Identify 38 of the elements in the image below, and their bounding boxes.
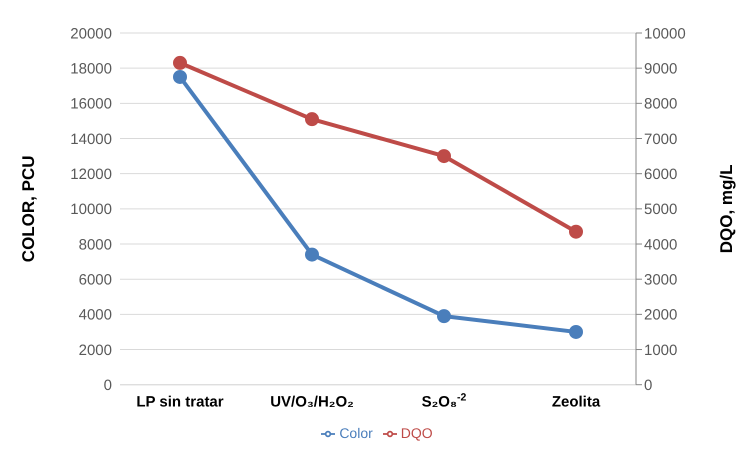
point <box>173 70 187 84</box>
y2-tick-label: 3000 <box>644 272 678 289</box>
y2-tick-label: 2000 <box>644 306 678 324</box>
point <box>305 112 319 126</box>
x-tick-label: LP sin tratar <box>136 394 224 411</box>
y-tick-label: 20000 <box>70 25 112 42</box>
y2-tick-label: 9000 <box>644 60 678 78</box>
y-tick-label: 16000 <box>70 96 112 113</box>
point <box>569 324 583 339</box>
y2-tick-label: 0 <box>644 377 652 394</box>
legend-label: DQO <box>400 424 433 441</box>
point <box>173 56 187 70</box>
x-tick-label: UV/O₃/H₂O₂ <box>270 394 354 411</box>
y2-axis-title: DQO, mg/L <box>717 164 736 254</box>
y2-tick-label: 5000 <box>644 201 678 218</box>
y-tick-label: 14000 <box>70 130 112 148</box>
y-tick-label: 8000 <box>78 236 112 254</box>
x-tick-label: S₂O₈$^{-2}$ <box>422 392 467 411</box>
y2-tick-label: 10000 <box>644 25 686 42</box>
y2-tick-label: 4000 <box>644 236 678 254</box>
y-tick-label: 2000 <box>78 342 112 359</box>
point <box>437 149 451 164</box>
point <box>305 248 319 262</box>
point <box>569 224 583 239</box>
y-tick-label: 12000 <box>70 166 112 184</box>
legend-label: Color <box>339 424 373 441</box>
y-tick-label: 6000 <box>78 272 112 289</box>
y-tick-label: 4000 <box>78 306 112 324</box>
y-tick-label: 18000 <box>70 60 112 78</box>
x-tick-label: Zeolita <box>552 394 601 411</box>
y-tick-label: 0 <box>104 377 112 394</box>
y2-tick-label: 1000 <box>644 342 678 359</box>
y2-tick-label: 6000 <box>644 166 678 184</box>
point <box>437 309 451 324</box>
y-tick-label: 10000 <box>70 201 112 218</box>
y2-tick-label: 7000 <box>644 130 678 148</box>
y-axis-title: COLOR, PCU <box>19 155 38 262</box>
y2-tick-label: 8000 <box>644 96 678 113</box>
